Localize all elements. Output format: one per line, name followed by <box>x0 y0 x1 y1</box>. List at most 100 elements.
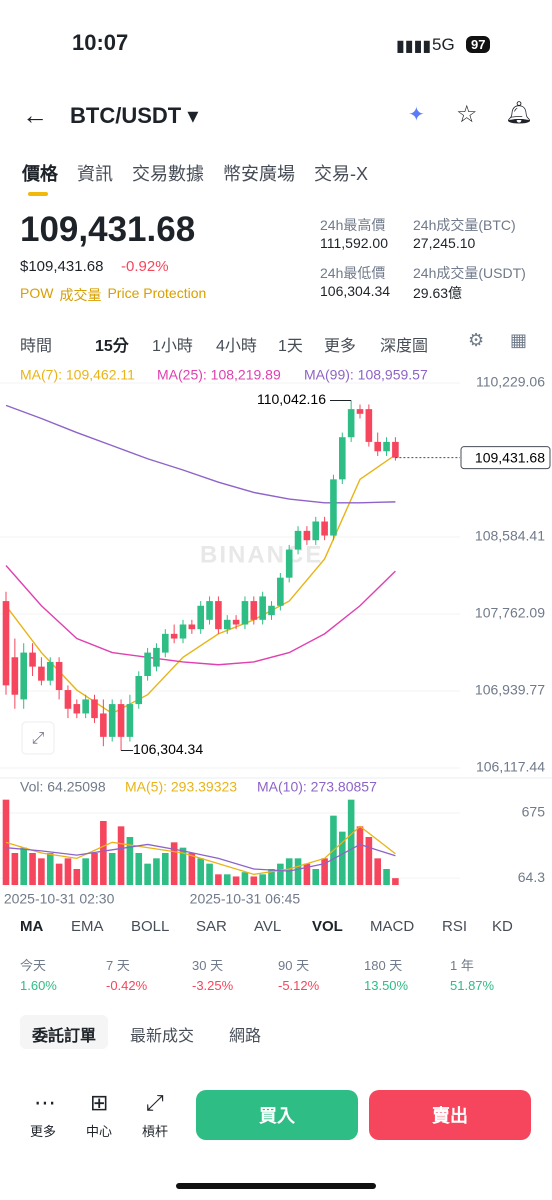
alert-button[interactable]: 🔔︎ <box>505 100 533 125</box>
vol-bar <box>153 858 160 885</box>
stat-label: 24h成交量(USDT) <box>413 265 526 281</box>
vol-bar <box>206 863 213 885</box>
x-tick-label: 2025-10-31 06:45 <box>190 891 301 907</box>
interval[interactable]: 深度圖 <box>380 338 429 355</box>
vol-bar <box>312 869 320 885</box>
order-tab[interactable]: 委託訂單 <box>32 1028 97 1045</box>
order-tab[interactable]: 網路 <box>229 1028 262 1045</box>
pair-selector[interactable]: BTC/USDT ▾ <box>70 103 199 128</box>
candle-body <box>91 699 98 719</box>
favorite-button[interactable]: ☆ <box>456 101 478 128</box>
indicator[interactable]: BOLL <box>131 918 170 935</box>
signal: ▮▮▮▮ <box>396 38 432 55</box>
interval[interactable]: 4小時 <box>216 338 257 355</box>
vol-ma-line <box>5 843 396 872</box>
battery: 97 <box>466 36 491 53</box>
candle-body <box>64 690 72 709</box>
usd-price: $109,431.68 <box>20 258 104 275</box>
candle-body <box>250 601 258 620</box>
vol-bar <box>46 853 54 885</box>
tab[interactable]: 交易-X <box>314 164 368 184</box>
bottom-label[interactable]: 更多 <box>30 1124 57 1139</box>
candle-body <box>100 713 107 737</box>
vol-bar <box>277 863 284 885</box>
y-tick-label: 106,939.77 <box>475 682 545 698</box>
settings-button[interactable]: ⚙︎ <box>468 330 485 350</box>
order-tab[interactable]: 最新成交 <box>130 1028 195 1045</box>
bottom-icon[interactable]: ⤢ <box>146 1090 164 1115</box>
interval[interactable]: 1天 <box>278 338 303 355</box>
tab[interactable]: 幣安廣場 <box>223 164 295 184</box>
indicator[interactable]: VOL <box>312 918 343 935</box>
candle-body <box>356 409 364 414</box>
vol-title: Vol: 64.25098 <box>20 779 106 795</box>
vol-ma-legend: MA(5): 293.39323 <box>125 779 237 795</box>
vol-bar <box>365 837 373 885</box>
vol-bar <box>144 863 151 885</box>
last-price: 109,431.68 <box>20 210 196 249</box>
bottom-icon[interactable]: ⊞ <box>90 1090 109 1115</box>
bottom-label[interactable]: 槓杆 <box>142 1124 169 1139</box>
interval[interactable]: 1小時 <box>152 338 193 355</box>
indicator[interactable]: KD <box>492 918 513 935</box>
return-label: 今天 <box>20 958 47 973</box>
candle-body <box>312 521 320 541</box>
tags: POW 成交量 Price Protection <box>20 285 206 305</box>
tab[interactable]: 價格 <box>22 164 58 184</box>
kline-chart: BINANCE 110,229.06 108,584.41 107,762.09 106… <box>0 367 552 907</box>
back-button[interactable]: ← <box>22 100 48 130</box>
interval[interactable]: 更多 <box>324 338 357 355</box>
candle-body <box>126 704 134 737</box>
bottom-icon[interactable]: ⋯ <box>34 1090 56 1115</box>
candle-body <box>55 661 63 691</box>
candle-body <box>38 666 45 681</box>
candle-body <box>197 605 204 630</box>
vol-bar <box>374 858 381 885</box>
tab[interactable]: 交易數據 <box>132 164 204 184</box>
candle-body <box>170 633 178 639</box>
return-label: 1 年 <box>450 958 474 973</box>
candle-body <box>365 409 373 442</box>
candle-body <box>294 530 302 550</box>
vol-bar <box>170 842 178 885</box>
vol-bar <box>294 858 302 885</box>
tab[interactable]: 資訊 <box>77 164 113 184</box>
last-price-label: 109,431.68 <box>475 449 545 465</box>
bottom-label[interactable]: 中心 <box>86 1124 113 1139</box>
vol-bar <box>108 853 116 885</box>
candle-body <box>29 652 36 667</box>
indicator[interactable]: MACD <box>370 918 415 935</box>
pair: BTC/USDT <box>70 103 182 128</box>
low-label: 106,304.34 <box>133 741 203 757</box>
vol-bar <box>303 863 311 885</box>
candle-body <box>339 437 346 480</box>
vol-bar <box>259 874 266 885</box>
network: 5G <box>432 35 455 54</box>
stat-label: 24h最高價 <box>320 217 386 233</box>
indicator[interactable]: RSI <box>442 918 468 935</box>
vol-bar <box>38 858 45 885</box>
buy-button[interactable]: 買入 <box>196 1090 358 1140</box>
layout-button[interactable]: ▦ <box>510 330 528 350</box>
vol-bar <box>20 847 27 885</box>
return-value: 51.87% <box>450 978 495 993</box>
indicator[interactable]: EMA <box>71 918 104 935</box>
interval[interactable]: 15分 <box>95 338 129 355</box>
vol-bar <box>347 799 355 885</box>
ma-legend: MA(25): 108,219.89 <box>157 367 281 383</box>
vol-bar <box>215 874 222 885</box>
indicator[interactable]: SAR <box>196 918 227 935</box>
vol-ma-legend: MA(10): 273.80857 <box>257 779 377 795</box>
indicator[interactable]: AVL <box>254 918 282 935</box>
candle-body <box>73 704 81 714</box>
ma-legend: MA(99): 108,959.57 <box>304 367 428 383</box>
ai-button[interactable]: ✦ <box>408 104 425 126</box>
candle-body <box>285 549 293 578</box>
sell-button[interactable]: 賣出 <box>369 1090 531 1140</box>
return-label: 90 天 <box>278 958 310 973</box>
price-change: -0.92% <box>121 258 169 275</box>
high-label: 110,042.16 <box>257 391 326 407</box>
vol-ma-line <box>5 825 396 875</box>
interval[interactable]: 時間 <box>20 338 53 355</box>
indicator[interactable]: MA <box>20 918 44 935</box>
